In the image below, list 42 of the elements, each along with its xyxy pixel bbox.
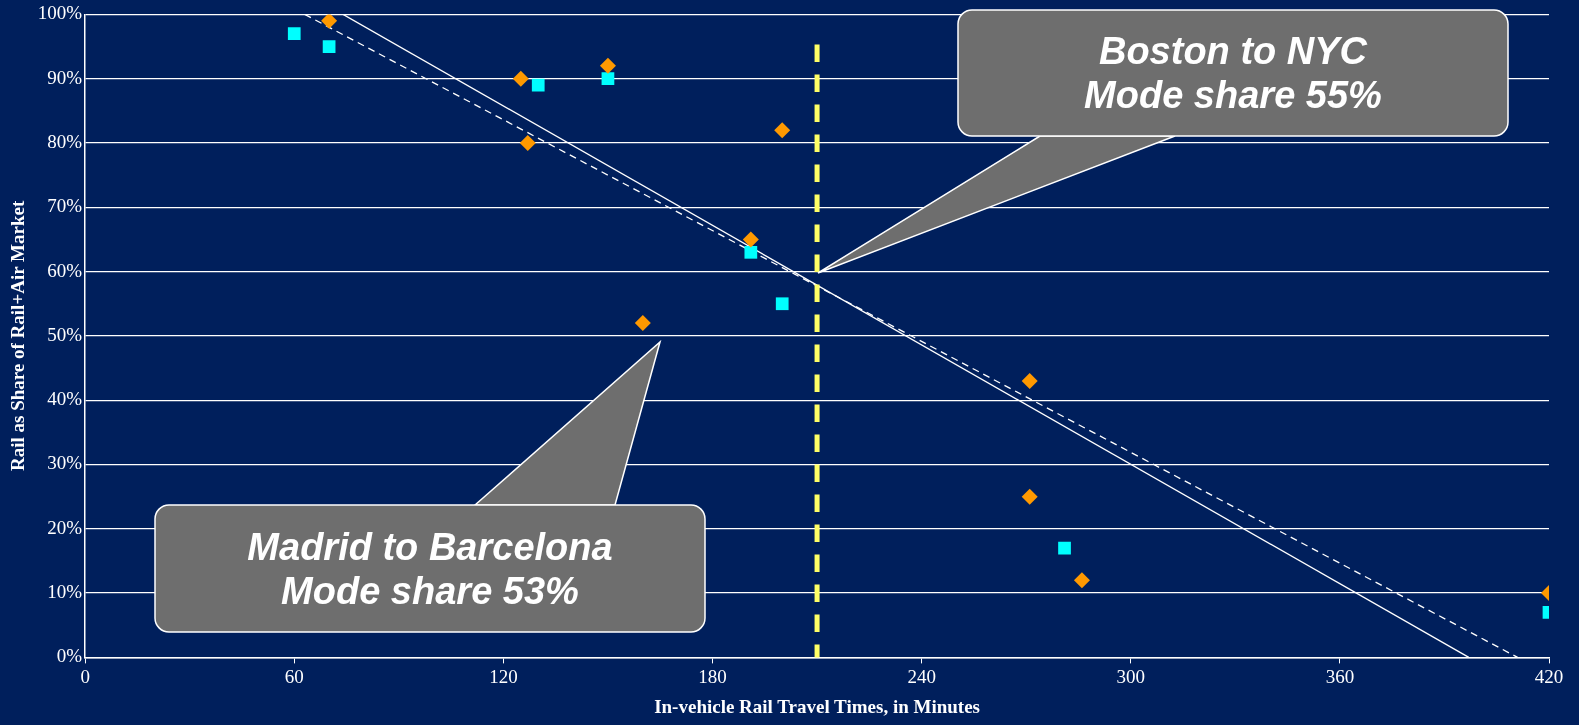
point (742, 231, 759, 248)
x-axis-title: In-vehicle Rail Travel Times, in Minutes (654, 695, 980, 717)
y-tick-label: 0% (56, 645, 83, 667)
x-tick-label: 240 (907, 665, 936, 687)
y-tick-label: 60% (47, 259, 83, 281)
y-tick-label: 20% (47, 516, 83, 538)
x-tick-label: 120 (489, 665, 518, 687)
point (1021, 488, 1038, 505)
point (744, 245, 758, 259)
point (512, 70, 529, 87)
x-tick-label: 360 (1325, 665, 1355, 687)
point (1073, 572, 1090, 589)
x-tick-label: 60 (284, 665, 304, 687)
point (775, 297, 789, 311)
y-tick-label: 100% (37, 2, 83, 24)
x-tick-label: 180 (698, 665, 727, 687)
y-tick-label: 50% (47, 323, 83, 345)
point (1058, 541, 1071, 555)
x-tick-label: 420 (1534, 665, 1564, 687)
annotation: Boston to NYC Mode share 55% (958, 10, 1508, 136)
point (774, 122, 791, 139)
point (601, 72, 615, 86)
y-tick-label: 30% (47, 452, 83, 474)
y-tick-label: 40% (47, 388, 83, 410)
y-tick-label: 80% (47, 130, 83, 152)
point (322, 40, 336, 53)
y-tick-label: 90% (47, 66, 83, 88)
y-tick-label: 10% (47, 581, 83, 603)
point (519, 135, 536, 151)
point (287, 27, 301, 41)
point (321, 14, 338, 29)
x-tick-label: 0 (80, 665, 90, 687)
point (1021, 372, 1038, 389)
speech-callout: Madrid to Barcelona Mode share 53% (153, 340, 707, 634)
point (634, 315, 651, 332)
speech-callout: Boston to NYC Mode share 55% (816, 8, 1510, 275)
annotation: Madrid to Barcelona Mode share 53% (155, 505, 705, 632)
y-axis-title: Rail as Share of Rail+Air Market (7, 200, 29, 472)
point (531, 78, 545, 92)
y-tick-label: 70% (47, 195, 83, 217)
x-tick-label: 300 (1116, 665, 1145, 687)
point (599, 57, 616, 74)
